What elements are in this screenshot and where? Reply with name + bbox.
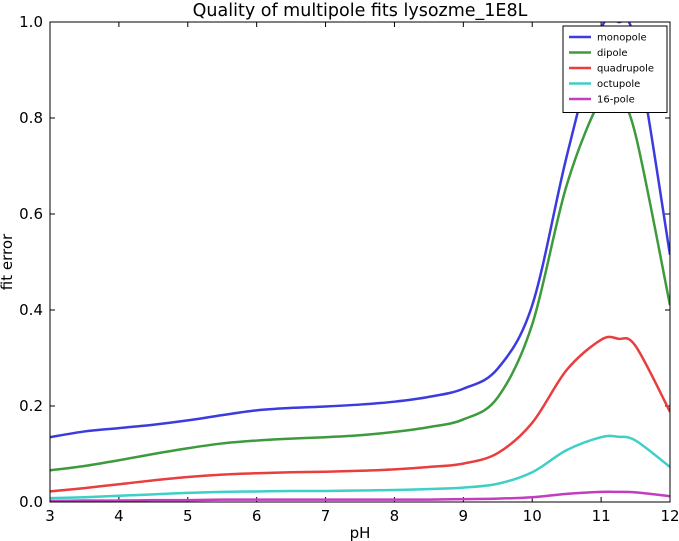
x-tick-label: 7 bbox=[321, 507, 331, 525]
x-tick-label: 10 bbox=[523, 507, 542, 525]
x-tick-label: 6 bbox=[252, 507, 262, 525]
x-tick-label: 5 bbox=[183, 507, 193, 525]
legend-label: monopole bbox=[597, 33, 647, 44]
legend-label: dipole bbox=[597, 48, 628, 59]
x-tick-label: 8 bbox=[390, 507, 400, 525]
series-line-quadrupole bbox=[50, 335, 670, 493]
series-line-monopole bbox=[50, 22, 670, 439]
y-tick-label: 1.0 bbox=[19, 13, 43, 31]
y-tick-label: 0.2 bbox=[19, 397, 43, 415]
y-tick-label: 0.4 bbox=[19, 301, 43, 319]
y-tick-label: 0.8 bbox=[19, 109, 43, 127]
x-tick-labels: 3 4 5 6 7 8 9 10 11 12 bbox=[45, 507, 679, 525]
series-line-16-pole bbox=[50, 490, 670, 502]
legend-label: quadrupole bbox=[597, 64, 654, 75]
legend: monopole dipole quadrupole octupole 16-pole bbox=[562, 25, 668, 113]
y-axis-title: fit error bbox=[0, 233, 16, 290]
x-axis-title: pH bbox=[350, 524, 371, 541]
legend-label: octupole bbox=[597, 79, 640, 90]
x-tick-label: 12 bbox=[660, 507, 679, 525]
y-tick-label: 0.0 bbox=[19, 493, 43, 511]
legend-label: 16-pole bbox=[597, 95, 635, 106]
x-tick-label: 3 bbox=[45, 507, 55, 525]
x-tick-label: 4 bbox=[114, 507, 124, 525]
y-tick-label: 0.6 bbox=[19, 205, 43, 223]
x-tick-label: 11 bbox=[592, 507, 611, 525]
y-tick-labels: 0.0 0.2 0.4 0.6 0.8 1.0 bbox=[19, 13, 43, 511]
series-line-octupole bbox=[50, 434, 670, 500]
series-line-dipole bbox=[50, 89, 670, 472]
x-tick-label: 9 bbox=[459, 507, 469, 525]
plot-frame bbox=[49, 21, 671, 503]
chart-title: Quality of multipole fits lysozme_1E8L bbox=[193, 1, 528, 21]
